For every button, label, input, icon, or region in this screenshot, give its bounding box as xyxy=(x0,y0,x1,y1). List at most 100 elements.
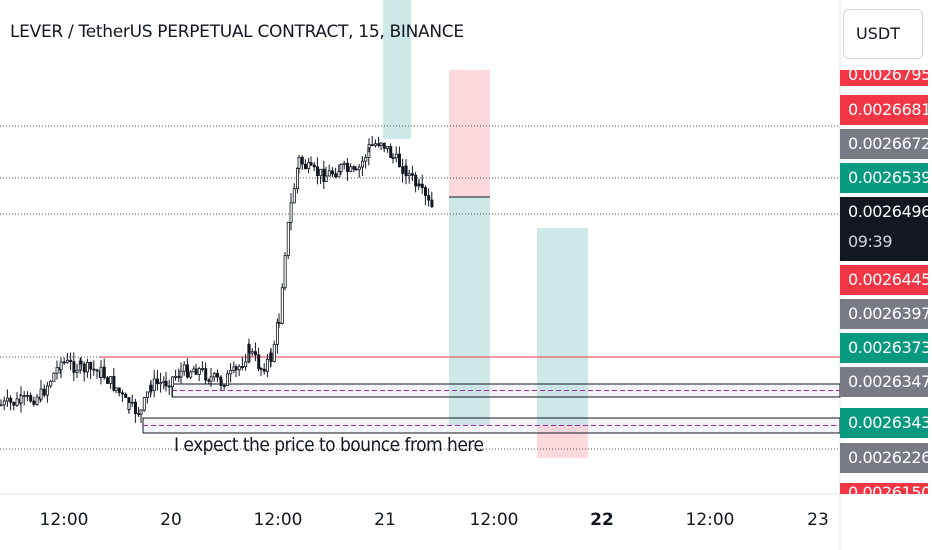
candle-body-75 xyxy=(215,373,219,378)
candle-body-126 xyxy=(360,160,364,168)
candle-body-150 xyxy=(427,195,431,201)
price-tag-5: 0.0026445 xyxy=(840,265,928,295)
candle-body-100 xyxy=(283,255,287,289)
candle-body-54 xyxy=(152,378,156,392)
candle-body-11 xyxy=(32,400,36,405)
candle-body-65 xyxy=(185,364,189,378)
candle-body-64 xyxy=(182,364,186,372)
candle-body-130 xyxy=(370,144,374,146)
candle-body-28 xyxy=(79,360,83,365)
candle-body-60 xyxy=(170,376,174,388)
price-tag-label-3: 0.0026539 xyxy=(848,168,928,187)
candle-body-145 xyxy=(414,174,418,187)
price-tag-4: 0.0026496 09:39 xyxy=(840,197,928,261)
candle-body-96 xyxy=(272,343,276,362)
price-tag-label-10: 0.0026226 xyxy=(848,448,928,467)
candle-body-134 xyxy=(382,142,386,149)
candle-body-45 xyxy=(127,402,131,410)
candle-body-10 xyxy=(29,395,33,402)
candle-body-16 xyxy=(46,385,50,396)
candle-body-122 xyxy=(349,166,353,172)
candle-body-22 xyxy=(62,361,66,364)
price-tag-9: 0.0026343 xyxy=(840,408,928,438)
candle-body-43 xyxy=(124,393,128,399)
candle-body-95 xyxy=(269,352,273,362)
candle-body-124 xyxy=(354,168,358,171)
price-tag-7: 0.0026373 xyxy=(840,333,928,363)
candle-body-144 xyxy=(410,173,414,176)
candle-body-32 xyxy=(92,368,96,371)
candle-body-137 xyxy=(391,157,395,159)
x-tick-label-1: 20 xyxy=(160,510,182,530)
candle-body-24 xyxy=(69,359,73,363)
candle-body-148 xyxy=(420,183,424,189)
x-tick-label-6: 12:00 xyxy=(685,510,735,530)
candle-body-87 xyxy=(247,344,251,354)
candle-body-123 xyxy=(352,166,356,170)
x-tick-label-4: 12:00 xyxy=(469,510,519,530)
price-tag-3: 0.0026539 xyxy=(840,163,928,193)
candle-body-114 xyxy=(324,175,328,182)
candle-body-48 xyxy=(137,413,141,415)
target-zone-0 xyxy=(383,0,411,139)
candle-body-84 xyxy=(240,366,244,368)
candle-body-59 xyxy=(167,385,171,388)
candle-body-112 xyxy=(319,168,323,177)
candle-body-115 xyxy=(327,170,331,177)
candle-body-8 xyxy=(22,395,26,397)
price-tag-11: 0.0026150 xyxy=(840,483,928,494)
candle-body-108 xyxy=(307,162,311,170)
candle-body-53 xyxy=(149,384,153,392)
candle-body-79 xyxy=(225,373,229,386)
candle-body-139 xyxy=(397,153,401,168)
currency-button[interactable]: USDT xyxy=(843,9,923,59)
candle-body-18 xyxy=(52,372,56,382)
candle-body-41 xyxy=(117,387,121,394)
candle-body-26 xyxy=(75,369,79,373)
candle-body-14 xyxy=(39,388,43,400)
price-tag-1: 0.0026681 xyxy=(840,95,928,125)
candle-body-105 xyxy=(297,156,301,169)
candle-body-74 xyxy=(212,373,216,378)
candle-body-82 xyxy=(234,366,238,371)
candle-body-99 xyxy=(280,287,284,324)
candle-body-131 xyxy=(373,143,377,146)
candle-body-133 xyxy=(379,142,383,146)
candle-body-149 xyxy=(423,187,427,197)
candle-body-36 xyxy=(102,366,106,379)
candle-body-92 xyxy=(262,368,266,372)
price-tag-6: 0.0026397 xyxy=(840,299,928,329)
price-tag-label-5: 0.0026445 xyxy=(848,270,928,289)
candle-body-78 xyxy=(222,384,226,387)
candle-body-38 xyxy=(109,375,113,384)
candle-body-117 xyxy=(334,173,338,178)
candle-body-71 xyxy=(204,368,208,381)
candle-body-31 xyxy=(89,361,93,370)
candle-body-21 xyxy=(59,361,63,371)
candle-body-127 xyxy=(364,157,368,162)
candle-body-104 xyxy=(295,168,299,189)
price-tag-label-1: 0.0026681 xyxy=(848,100,928,119)
price-tag-2: 0.0026672 xyxy=(840,129,928,159)
price-tag-label-4: 0.0026496 xyxy=(848,202,928,221)
candle-body-143 xyxy=(407,173,411,177)
chart-annotation: I expect the price to bounce from here xyxy=(174,434,484,456)
candle-body-49 xyxy=(139,409,143,415)
candle-body-120 xyxy=(342,162,346,165)
price-tag-label-0: 0.0026795 xyxy=(848,70,928,84)
candle-body-35 xyxy=(99,366,103,378)
candle-body-107 xyxy=(303,163,307,170)
candle-body-55 xyxy=(155,378,159,385)
chart-title: LEVER / TetherUS PERPETUAL CONTRACT, 15,… xyxy=(10,22,464,42)
candle-body-4 xyxy=(12,401,16,406)
candle-body-42 xyxy=(121,392,125,395)
candle-body-47 xyxy=(133,401,137,414)
candle-body-111 xyxy=(315,166,319,177)
candle-body-129 xyxy=(367,144,371,149)
candle-body-30 xyxy=(86,361,90,373)
candle-body-116 xyxy=(330,170,334,175)
price-tag-10: 0.0026226 xyxy=(840,443,928,473)
candle-body-63 xyxy=(179,370,183,378)
candle-body-88 xyxy=(250,351,254,354)
